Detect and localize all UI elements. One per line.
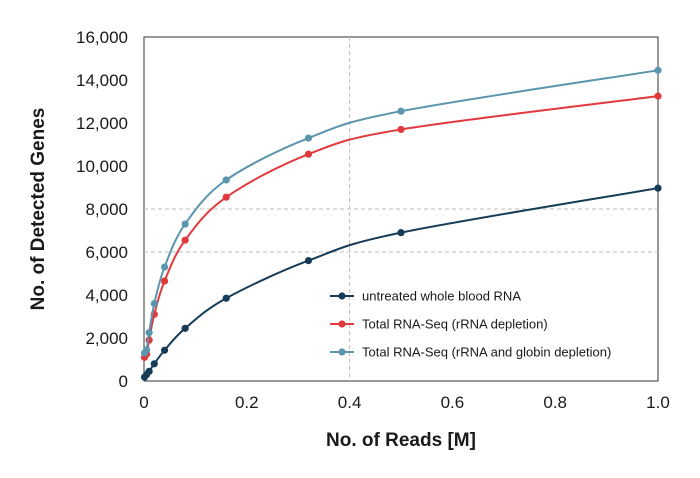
data-point: [222, 176, 230, 184]
data-point: [222, 294, 230, 302]
y-tick-label: 16,000: [76, 28, 128, 47]
data-point: [654, 66, 662, 74]
x-tick-label: 0.4: [338, 393, 362, 412]
legend-swatch-marker: [338, 292, 346, 300]
data-point: [181, 324, 189, 332]
x-tick-label: 0.6: [441, 393, 465, 412]
data-point: [304, 257, 313, 265]
y-axis-ticks: 0 2,000 4,000 6,000 8,000 10,000 12,000 14,000 1…: [76, 28, 128, 391]
legend-swatch-marker: [338, 348, 346, 356]
series-3: [140, 66, 662, 357]
data-point: [304, 134, 313, 142]
data-point: [397, 229, 405, 237]
x-tick-label: 0: [139, 393, 148, 412]
legend-item: Total RNA-Seq (rRNA and globin depletion…: [330, 345, 611, 360]
legend: untreated whole blood RNA Total RNA-Seq (…: [330, 289, 611, 360]
y-tick-label: 6,000: [85, 243, 128, 262]
x-axis-ticks: 0 0.2 0.4 0.6 0.8 1.0: [139, 393, 670, 412]
legend-item: untreated whole blood RNA: [330, 289, 521, 304]
legend-label: untreated whole blood RNA: [362, 289, 521, 304]
data-point: [160, 277, 169, 285]
y-tick-label: 8,000: [85, 200, 128, 219]
gridlines: [144, 37, 658, 381]
x-tick-label: 0.2: [235, 393, 259, 412]
series-1: [140, 184, 662, 381]
legend-label: Total RNA-Seq (rRNA and globin depletion…: [362, 345, 611, 360]
legend-swatch-marker: [338, 320, 346, 328]
y-tick-label: 0: [119, 372, 128, 391]
data-point: [397, 107, 405, 115]
series-group: [140, 66, 662, 381]
x-axis-title: No. of Reads [M]: [326, 430, 476, 451]
data-point: [150, 300, 158, 308]
y-tick-label: 2,000: [85, 329, 128, 348]
data-point: [181, 220, 189, 228]
legend-label: Total RNA-Seq (rRNA depletion): [362, 317, 548, 332]
x-tick-label: 1.0: [646, 393, 670, 412]
y-axis-title: No. of Detected Genes: [28, 108, 49, 311]
data-point: [397, 125, 405, 134]
y-tick-label: 14,000: [76, 71, 128, 90]
data-point: [150, 360, 158, 368]
data-point: [145, 329, 153, 337]
data-point: [222, 193, 230, 201]
legend-item: Total RNA-Seq (rRNA depletion): [330, 317, 548, 332]
y-tick-label: 10,000: [76, 157, 128, 176]
x-tick-label: 0.8: [543, 393, 567, 412]
data-point: [181, 236, 189, 244]
data-point: [304, 150, 313, 158]
data-point: [160, 263, 169, 271]
y-tick-label: 4,000: [85, 286, 128, 305]
data-point: [654, 184, 662, 192]
y-tick-label: 12,000: [76, 114, 128, 133]
data-point: [160, 346, 169, 354]
data-point: [145, 367, 153, 375]
data-point: [654, 92, 662, 100]
data-point: [142, 346, 151, 354]
